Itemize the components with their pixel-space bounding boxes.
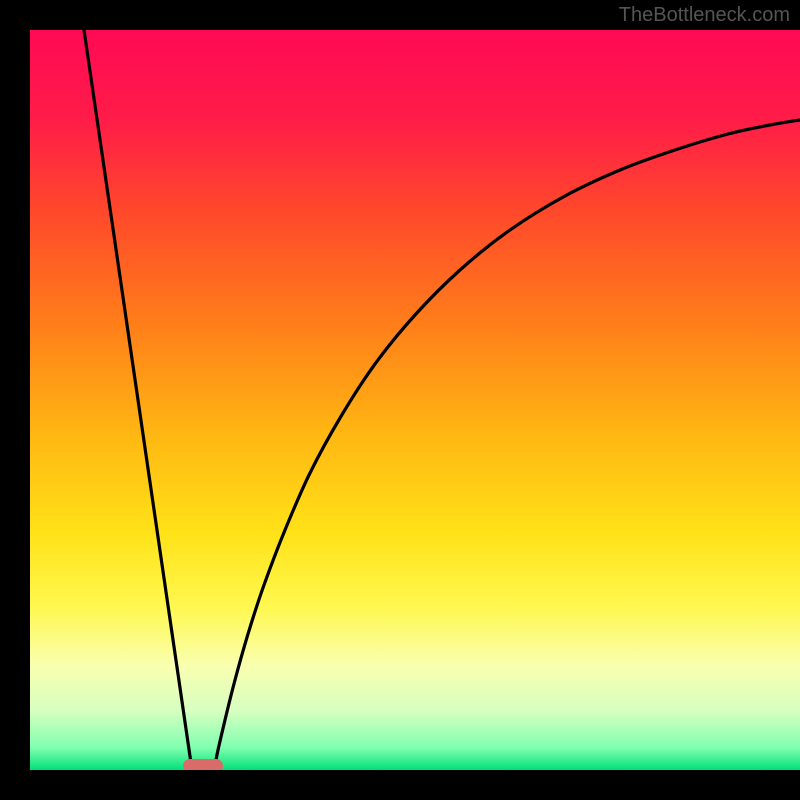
right-curve-path	[214, 120, 800, 770]
left-curve-line	[84, 30, 192, 770]
curves-layer	[30, 30, 800, 770]
minimum-marker	[183, 759, 223, 770]
watermark-text: TheBottleneck.com	[619, 4, 790, 27]
plot-area	[30, 30, 800, 770]
